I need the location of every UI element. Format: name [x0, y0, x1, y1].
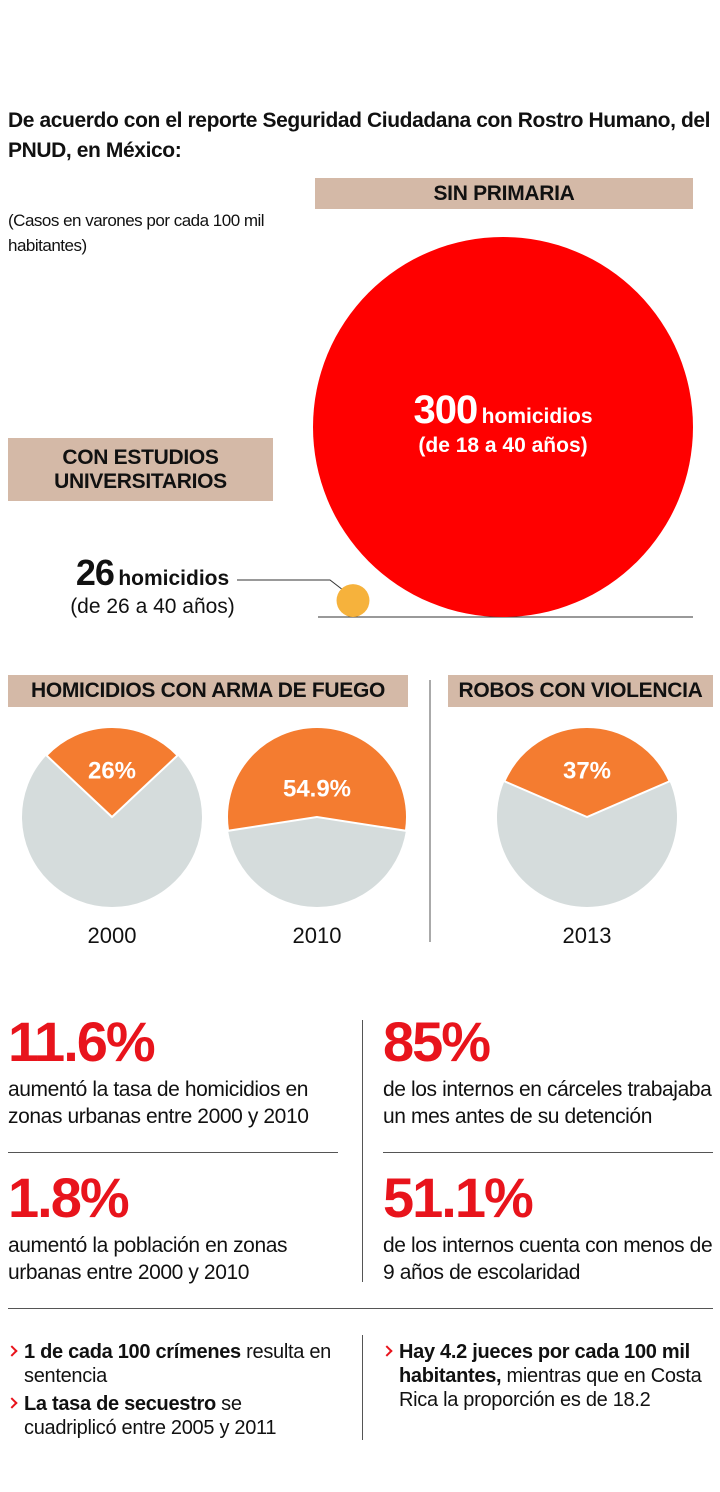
- category-label: 2010: [293, 923, 342, 948]
- note: Hay 4.2 jueces por cada 100 mil habitant…: [383, 1340, 713, 1412]
- unit: homicidios: [481, 405, 593, 428]
- stat-value: 51.1%: [383, 1166, 534, 1229]
- note-text: se cuadriplicó entre 2005 y 2011: [24, 1393, 277, 1439]
- note: 1 de cada 100 crímenes resulta en senten…: [8, 1340, 338, 1388]
- category-label: 2000: [88, 923, 137, 948]
- detail: (de 18 a 40 años): [418, 434, 588, 457]
- note-bold: La tasa de secuestro: [24, 1393, 216, 1415]
- pie-rest: [496, 781, 677, 908]
- pie-slice: [226, 726, 408, 832]
- divider: [362, 1335, 363, 1440]
- pie-rest: [228, 817, 406, 907]
- stat-value: 11.6%: [8, 1010, 156, 1073]
- pie-rest: [21, 755, 203, 907]
- stat-text: de los internos cuenta con menos de 9 añ…: [383, 1234, 713, 1284]
- divider: [8, 1152, 338, 1153]
- unit: homicidios: [118, 567, 230, 590]
- connector: [237, 579, 344, 591]
- bubble: [336, 584, 370, 617]
- note: La tasa de secuestro se cuadriplicó entr…: [8, 1392, 338, 1440]
- notes: 1 de cada 100 crímenes resulta en senten…: [8, 1340, 338, 1444]
- stat-text: aumentó la tasa de homicidios en zonas u…: [8, 1078, 309, 1128]
- pie-title: ROBOS CON VIOLENCIA: [448, 675, 713, 707]
- stat-text: aumentó la población en zonas urbanas en…: [8, 1234, 288, 1284]
- divider: [362, 1020, 363, 1282]
- category-label: CON ESTUDIOS UNIVERSITARIOS: [8, 438, 273, 501]
- pie-title: HOMICIDIOS CON ARMA DE FUEGO: [8, 675, 408, 707]
- charts: 26% 2000 54.9% 2010 37% 2013: [21, 237, 693, 948]
- label-line: 300 homicidios: [353, 388, 653, 433]
- notes: Hay 4.2 jueces por cada 100 mil habitant…: [383, 1340, 713, 1416]
- bubble-label: 26 homicidios (de 26 a 40 años): [30, 552, 275, 620]
- category-label: SIN PRIMARIA: [315, 178, 693, 209]
- value-label: 26%: [88, 757, 136, 784]
- note-bold: 1 de cada 100 crímenes: [24, 1341, 241, 1363]
- bubble-label: 300 homicidios (de 18 a 40 años): [353, 388, 653, 459]
- bubble: [313, 237, 693, 617]
- intro: De acuerdo con el reporte Seguridad Ciud…: [8, 109, 711, 162]
- value: 300: [413, 388, 478, 432]
- stat-value: 1.8%: [8, 1166, 130, 1229]
- detail: (de 26 a 40 años): [70, 595, 235, 618]
- value: 26: [75, 552, 115, 593]
- note-bold: Hay 4.2 jueces por cada 100 mil habitant…: [399, 1341, 690, 1387]
- pie-slice: [44, 726, 180, 819]
- subtitle: (Casos en varones por cada 100 mil habit…: [8, 211, 265, 255]
- stat-text: de los internos en cárceles trabajaba un…: [383, 1078, 712, 1128]
- stat-value: 85%: [383, 1010, 491, 1073]
- value-label: 37%: [563, 757, 611, 784]
- divider: [8, 1308, 713, 1309]
- label-line: 26 homicidios: [30, 552, 275, 594]
- category-label: 2013: [563, 923, 612, 948]
- note-text: resulta en sentencia: [24, 1341, 331, 1387]
- divider: [383, 1152, 713, 1153]
- note-text: mientras que en Costa Rica la proporción…: [399, 1365, 702, 1411]
- pie-slice: [503, 726, 671, 819]
- value-label: 54.9%: [283, 775, 351, 802]
